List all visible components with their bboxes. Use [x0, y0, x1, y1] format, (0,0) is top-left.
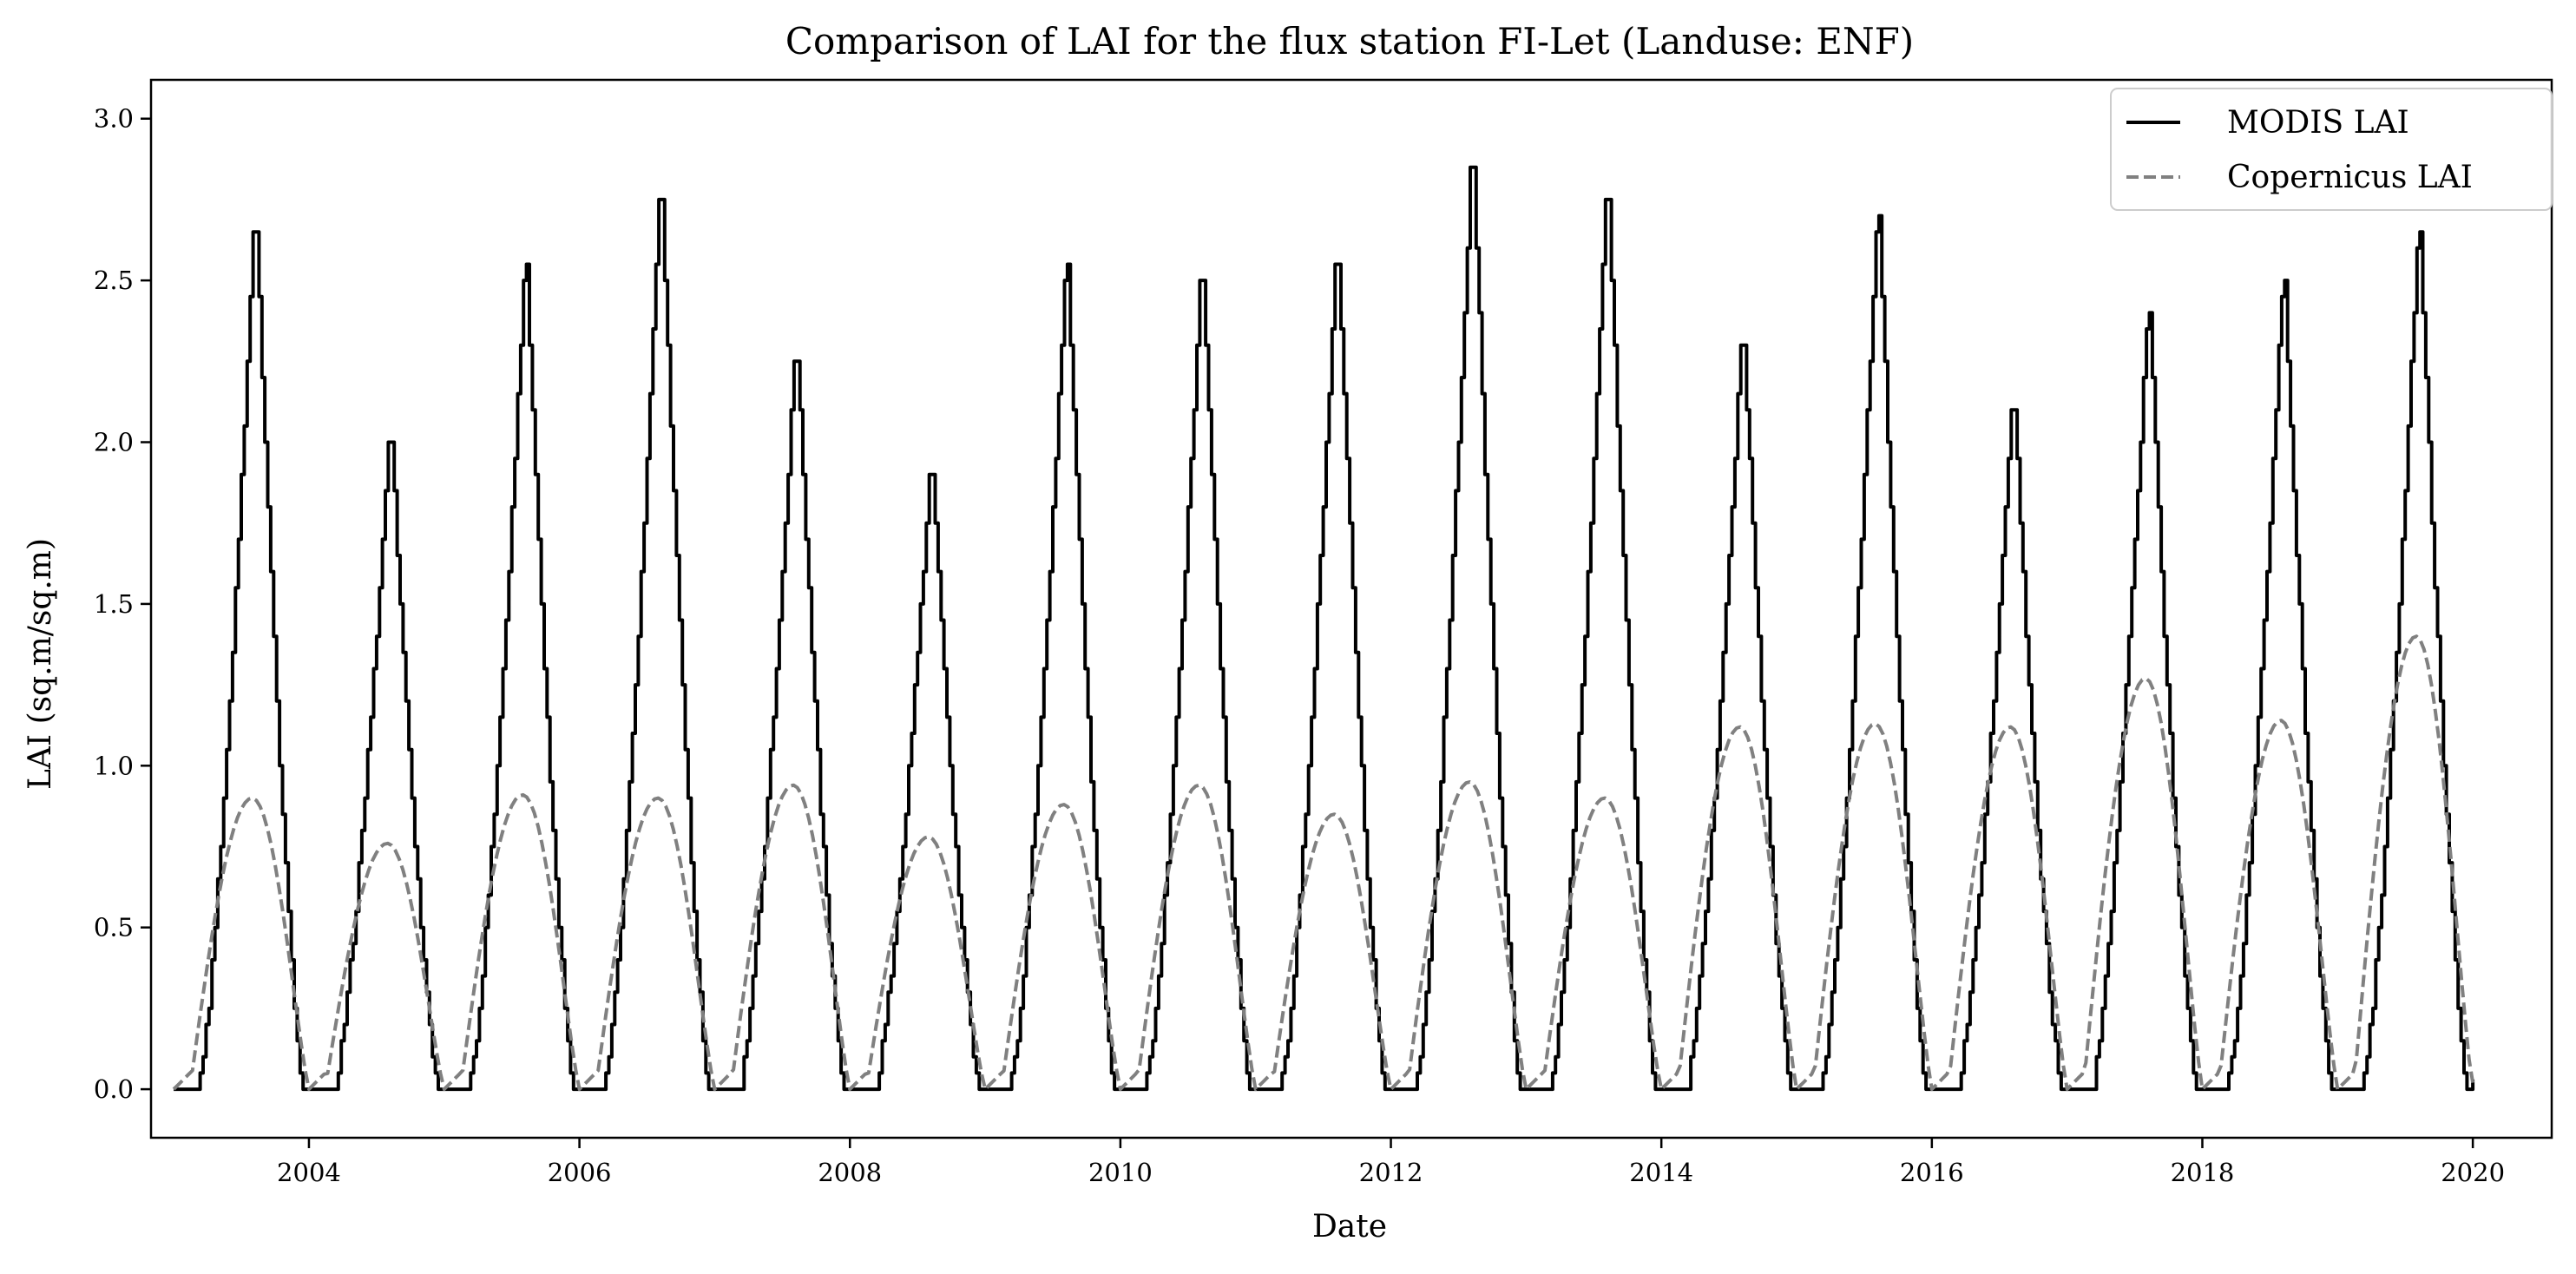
x-tick-label: 2008	[818, 1158, 882, 1187]
chart-title: Comparison of LAI for the flux station F…	[785, 20, 1914, 62]
x-axis-label: Date	[1312, 1209, 1387, 1244]
x-tick-label: 2016	[1900, 1158, 1964, 1187]
plot-area	[172, 165, 2475, 1092]
y-tick-label: 2.0	[94, 428, 134, 457]
series-line-copernicus-lai	[172, 634, 2475, 1092]
x-tick-label: 2004	[277, 1158, 341, 1187]
x-tick-label: 2010	[1088, 1158, 1153, 1187]
axes-frame	[149, 78, 2553, 1139]
x-tick-label: 2006	[548, 1158, 612, 1187]
axes: 0.0 0.5 1.0 1.5 2.0 2.5 3.0 2004 2006 2008 2010 201…	[94, 78, 2553, 1187]
y-tick-label: 3.0	[94, 104, 134, 134]
x-tick-label: 2012	[1359, 1158, 1423, 1187]
x-tick-label: 2018	[2171, 1158, 2235, 1187]
y-tick-label: 1.0	[94, 751, 134, 780]
series-line-modis-lai	[174, 165, 2475, 1092]
y-tick-label: 2.5	[94, 266, 134, 295]
y-tick-label: 0.5	[94, 913, 134, 942]
legend-label-modis: MODIS LAI	[2227, 105, 2409, 141]
y-axis-label: LAI (sq.m/sq.m)	[23, 538, 58, 790]
legend: MODIS LAI Copernicus LAI	[2110, 88, 2553, 211]
legend-box	[2110, 88, 2553, 211]
x-tick-label: 2014	[1629, 1158, 1693, 1187]
y-tick-label: 1.5	[94, 589, 134, 619]
x-tick-label: 2020	[2441, 1158, 2505, 1187]
legend-label-copernicus: Copernicus LAI	[2227, 160, 2473, 195]
y-tick-label: 0.0	[94, 1074, 134, 1104]
